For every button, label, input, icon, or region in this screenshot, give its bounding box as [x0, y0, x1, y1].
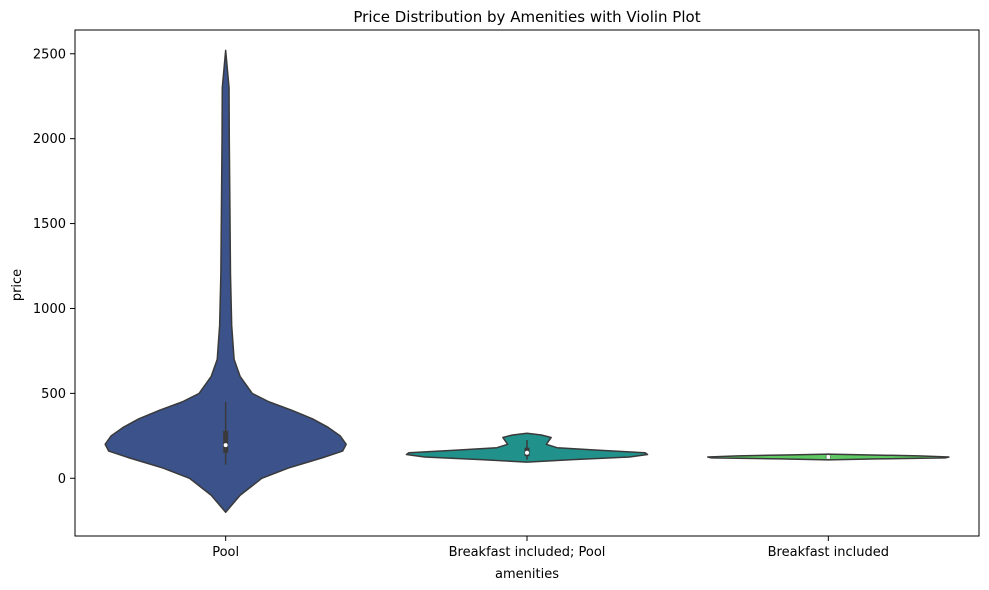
x-tick-label: Breakfast included; Pool [449, 545, 606, 560]
y-tick-label: 2000 [33, 132, 66, 147]
y-tick-label: 500 [41, 387, 66, 402]
plot-area [104, 49, 950, 513]
y-axis: 0 500 1000 1500 2000 2500 [33, 47, 75, 487]
violin [104, 49, 347, 513]
x-axis-label: amenities [495, 567, 559, 582]
y-tick-label: 1000 [33, 302, 66, 317]
violin-median-dot [223, 443, 228, 448]
x-tick-label: Breakfast included [768, 545, 889, 560]
violin-iqr-box [223, 430, 229, 453]
x-axis: Pool Breakfast included; Pool Breakfast in… [212, 536, 889, 560]
x-tick-label: Pool [212, 545, 239, 560]
violin [707, 453, 950, 461]
chart-title: Price Distribution by Amenities with Vio… [353, 8, 700, 26]
violin-body [104, 49, 347, 513]
plot-frame [74, 29, 980, 537]
y-tick-label: 0 [58, 472, 66, 487]
violin [405, 432, 649, 463]
violin-median-dot [525, 450, 529, 455]
y-tick-label: 2500 [33, 47, 66, 62]
y-axis-label: price [10, 269, 25, 301]
y-tick-label: 1500 [33, 217, 66, 232]
violin-median-dot [826, 455, 831, 460]
